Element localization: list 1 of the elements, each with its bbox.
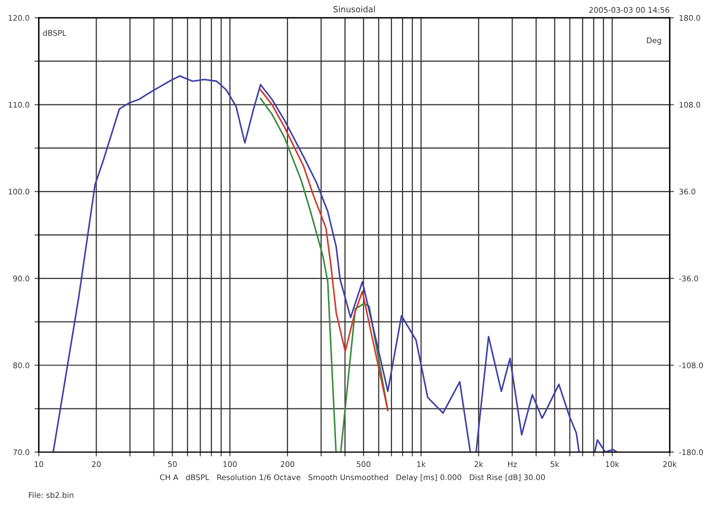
chart-title: Sinusoidal	[333, 6, 375, 12]
